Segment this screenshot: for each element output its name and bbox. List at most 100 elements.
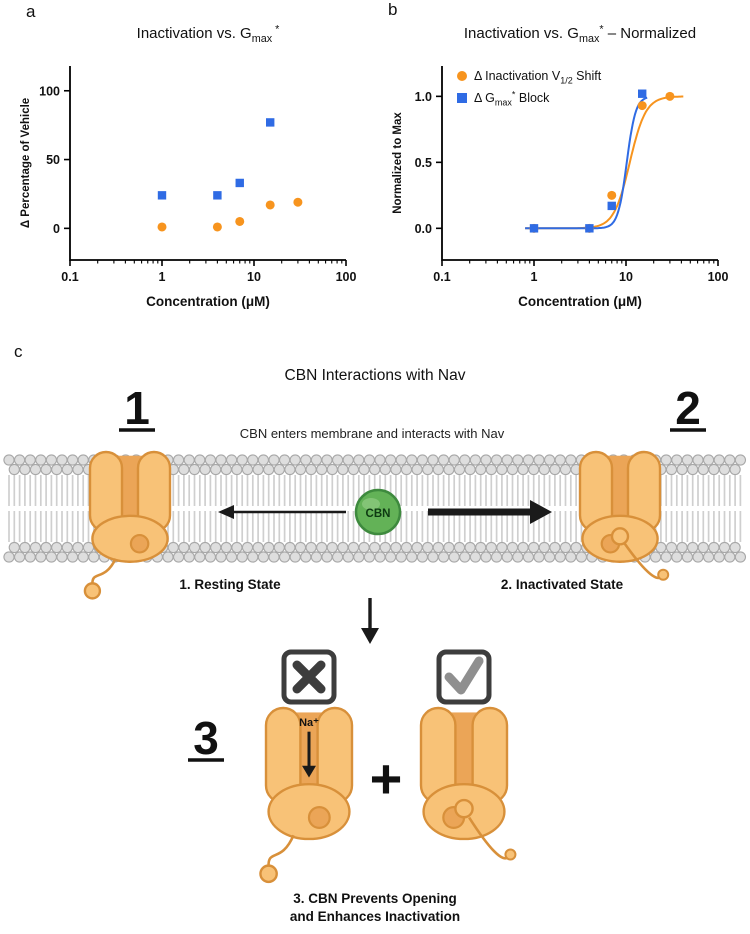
axes bbox=[69, 66, 346, 261]
lipid-head bbox=[416, 454, 429, 466]
lipid-head bbox=[459, 551, 471, 563]
lipid-head bbox=[713, 551, 725, 563]
check-mark-icon bbox=[444, 656, 484, 695]
lipid-head bbox=[528, 541, 540, 554]
lipid-head bbox=[77, 551, 89, 563]
data-point bbox=[266, 118, 275, 127]
chart-title: Inactivation vs. Gmax * bbox=[137, 24, 280, 45]
data-point bbox=[638, 89, 647, 98]
lipid-head bbox=[300, 454, 312, 466]
lipid-head bbox=[305, 541, 317, 554]
chart-title: Inactivation vs. Gmax* – Normalized bbox=[464, 24, 696, 45]
lipid-head bbox=[384, 551, 397, 563]
lipid-head bbox=[247, 551, 259, 563]
x-tick-label: 1 bbox=[531, 270, 538, 284]
lipid-head bbox=[485, 463, 497, 476]
inactivation-ball-docked bbox=[610, 527, 630, 546]
data-point bbox=[212, 222, 222, 232]
lipid-head bbox=[734, 454, 747, 466]
lipid-head bbox=[538, 541, 550, 554]
x-tick-label: 100 bbox=[708, 270, 729, 284]
lipid-head bbox=[443, 541, 455, 554]
lipid-head bbox=[278, 454, 291, 466]
lipid-head bbox=[448, 551, 460, 563]
lipid-head bbox=[411, 541, 423, 554]
lipid-head bbox=[501, 454, 513, 466]
lipid-head bbox=[729, 541, 741, 554]
step-1-number: 1 bbox=[124, 382, 150, 434]
lipid-head bbox=[215, 551, 227, 563]
lipid-head bbox=[369, 541, 381, 554]
lipid-head bbox=[231, 541, 243, 554]
lipid-head bbox=[490, 454, 503, 466]
lipid-head bbox=[538, 463, 550, 476]
lipid-head bbox=[225, 454, 238, 466]
lipid-head bbox=[559, 463, 572, 476]
lipid-head bbox=[485, 541, 497, 554]
lipid-head bbox=[347, 463, 360, 476]
lipid-head bbox=[24, 454, 36, 466]
lipid-head bbox=[331, 454, 344, 466]
lipid-head bbox=[220, 541, 232, 554]
x-axis-label: Concentration (μM) bbox=[518, 294, 642, 309]
lipid-head bbox=[40, 463, 52, 476]
lipid-head bbox=[342, 454, 354, 466]
lipid-head bbox=[506, 541, 519, 554]
lipid-head bbox=[40, 541, 52, 554]
membrane-caption: CBN enters membrane and interacts with N… bbox=[240, 426, 505, 441]
lipid-head bbox=[252, 541, 264, 554]
inactivation-ball bbox=[259, 864, 278, 884]
arrow-right-head-icon bbox=[530, 500, 552, 524]
y-tick-label: 0 bbox=[53, 222, 60, 236]
lipid-head bbox=[358, 541, 370, 554]
lipid-head bbox=[289, 454, 301, 466]
lipid-head bbox=[475, 541, 487, 554]
lipid-head bbox=[464, 541, 476, 554]
lipid-head bbox=[51, 463, 63, 476]
lipid-head bbox=[437, 454, 450, 466]
lipid-head bbox=[210, 541, 222, 554]
lipid-head bbox=[533, 454, 545, 466]
lipid-head bbox=[708, 463, 720, 476]
lipid-head bbox=[692, 551, 704, 563]
lipid-head bbox=[665, 541, 678, 554]
lipid-head bbox=[56, 454, 68, 466]
arrow-left-head-icon bbox=[218, 505, 234, 519]
lipid-head bbox=[178, 463, 190, 476]
cbn-label: CBN bbox=[366, 508, 391, 520]
data-point bbox=[637, 101, 647, 111]
data-point bbox=[607, 190, 617, 200]
lipid-head bbox=[19, 541, 31, 554]
lipid-head bbox=[35, 454, 47, 466]
panel-b-label: b bbox=[388, 0, 398, 19]
lipid-head bbox=[326, 463, 338, 476]
lipid-head bbox=[13, 454, 26, 466]
lipid-head bbox=[406, 454, 418, 466]
lipid-head bbox=[172, 551, 185, 563]
lipid-head bbox=[554, 454, 566, 466]
lipid-head bbox=[284, 463, 296, 476]
lipid-head bbox=[464, 463, 476, 476]
y-tick-label: 100 bbox=[39, 84, 60, 98]
lipid-head bbox=[353, 454, 365, 466]
lipid-head bbox=[337, 541, 349, 554]
lipid-head bbox=[522, 454, 535, 466]
lipid-head bbox=[72, 541, 84, 554]
lipid-head bbox=[3, 454, 15, 466]
lipid-head bbox=[411, 463, 423, 476]
inactivation-chain bbox=[267, 834, 295, 867]
channel-layer: Na⁺ bbox=[83, 450, 670, 884]
lipid-head bbox=[549, 463, 561, 476]
lipid-head bbox=[416, 551, 429, 563]
lipid-head bbox=[469, 551, 482, 563]
lipid-head bbox=[257, 454, 270, 466]
lipid-head bbox=[708, 541, 720, 554]
lipid-head bbox=[369, 463, 381, 476]
chart-inactivation-vs-gmax: Inactivation vs. Gmax * 0.1 1 10 100 0 50 100 Co… bbox=[20, 24, 356, 309]
lipid-head bbox=[681, 551, 694, 563]
lipid-head bbox=[199, 541, 211, 554]
data-point bbox=[585, 224, 594, 233]
y-axis-label: Δ Percentage of Vehicle bbox=[20, 98, 32, 228]
lipid-head bbox=[61, 541, 73, 554]
lipid-head bbox=[528, 463, 540, 476]
